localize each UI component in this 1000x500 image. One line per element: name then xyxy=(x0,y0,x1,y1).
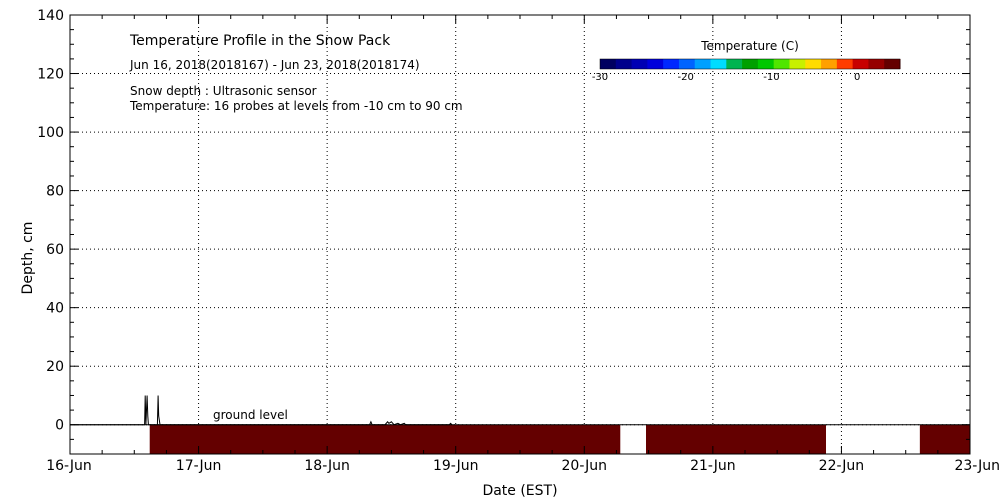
x-tick-label: 16-Jun xyxy=(46,458,92,474)
colorbar-swatch xyxy=(726,59,743,69)
y-tick-label: 80 xyxy=(46,184,64,200)
chart-note-depth: Snow depth : Ultrasonic sensor xyxy=(130,84,317,98)
colorbar-swatch xyxy=(852,59,869,69)
colorbar-label: Temperature (C) xyxy=(700,39,799,53)
colorbar-swatch xyxy=(678,59,696,69)
temperature-segment xyxy=(149,424,621,454)
temperature-segment xyxy=(646,424,826,454)
x-tick-label: 22-Jun xyxy=(819,458,865,474)
chart-title: Temperature Profile in the Snow Pack xyxy=(129,33,391,49)
y-tick-label: 120 xyxy=(37,67,64,83)
colorbar-tick-label: -30 xyxy=(592,72,608,83)
colorbar-swatch xyxy=(600,59,617,69)
plot-frame xyxy=(69,14,971,455)
colorbar-swatch xyxy=(884,59,901,69)
temperature-segment xyxy=(919,424,970,454)
colorbar-swatch xyxy=(805,59,822,69)
x-tick-label: 19-Jun xyxy=(433,458,479,474)
x-tick-label: 18-Jun xyxy=(304,458,350,474)
y-tick-label: 140 xyxy=(37,8,64,24)
x-axis-label: Date (EST) xyxy=(482,483,557,499)
colorbar-swatch xyxy=(757,59,775,69)
temperature-segments xyxy=(149,424,970,454)
colorbar-swatch xyxy=(663,59,680,69)
ground-level-label: ground level xyxy=(213,408,288,422)
y-tick-label: 0 xyxy=(55,418,64,434)
colorbar-swatch xyxy=(789,59,806,69)
colorbar-tick-label: 0 xyxy=(854,72,860,83)
chart-note-temperature: Temperature: 16 probes at levels from -1… xyxy=(129,99,463,113)
colorbar-swatch xyxy=(631,59,648,69)
colorbar-swatch xyxy=(615,59,633,69)
x-tick-label: 17-Jun xyxy=(176,458,222,474)
y-axis-label: Depth, cm xyxy=(20,222,36,295)
colorbar-tick-label: -10 xyxy=(763,72,779,83)
colorbar-swatch xyxy=(868,59,885,69)
y-tick-label: 40 xyxy=(46,301,64,317)
colorbar: -30 -20 -10 0 xyxy=(592,58,901,83)
grid-lines xyxy=(70,15,970,454)
x-tick-label: 23-Jun xyxy=(954,458,1000,474)
axes: 0 20 40 60 80 100 120 140 16-Jun 17-Jun 18-Jun 19-J… xyxy=(37,8,1000,474)
colorbar-tick-label: -20 xyxy=(678,72,694,83)
y-tick-label: 20 xyxy=(46,359,64,375)
snow-depth-line xyxy=(70,395,453,426)
x-tick-label: 21-Jun xyxy=(690,458,736,474)
colorbar-frame xyxy=(599,58,901,70)
x-tick-label: 20-Jun xyxy=(562,458,608,474)
colorbar-swatch xyxy=(836,59,854,69)
colorbar-swatch xyxy=(742,59,759,69)
colorbar-swatch xyxy=(821,59,838,69)
chart-date-range: Jun 16, 2018(2018167) - Jun 23, 2018(201… xyxy=(129,58,420,72)
colorbar-swatch xyxy=(710,59,727,69)
colorbar-swatch xyxy=(647,59,664,69)
y-tick-label: 100 xyxy=(37,125,64,141)
snow-depth-layer xyxy=(70,395,970,426)
y-tick-label: 60 xyxy=(46,242,64,258)
colorbar-swatch xyxy=(694,59,712,69)
colorbar-swatch xyxy=(773,59,790,69)
